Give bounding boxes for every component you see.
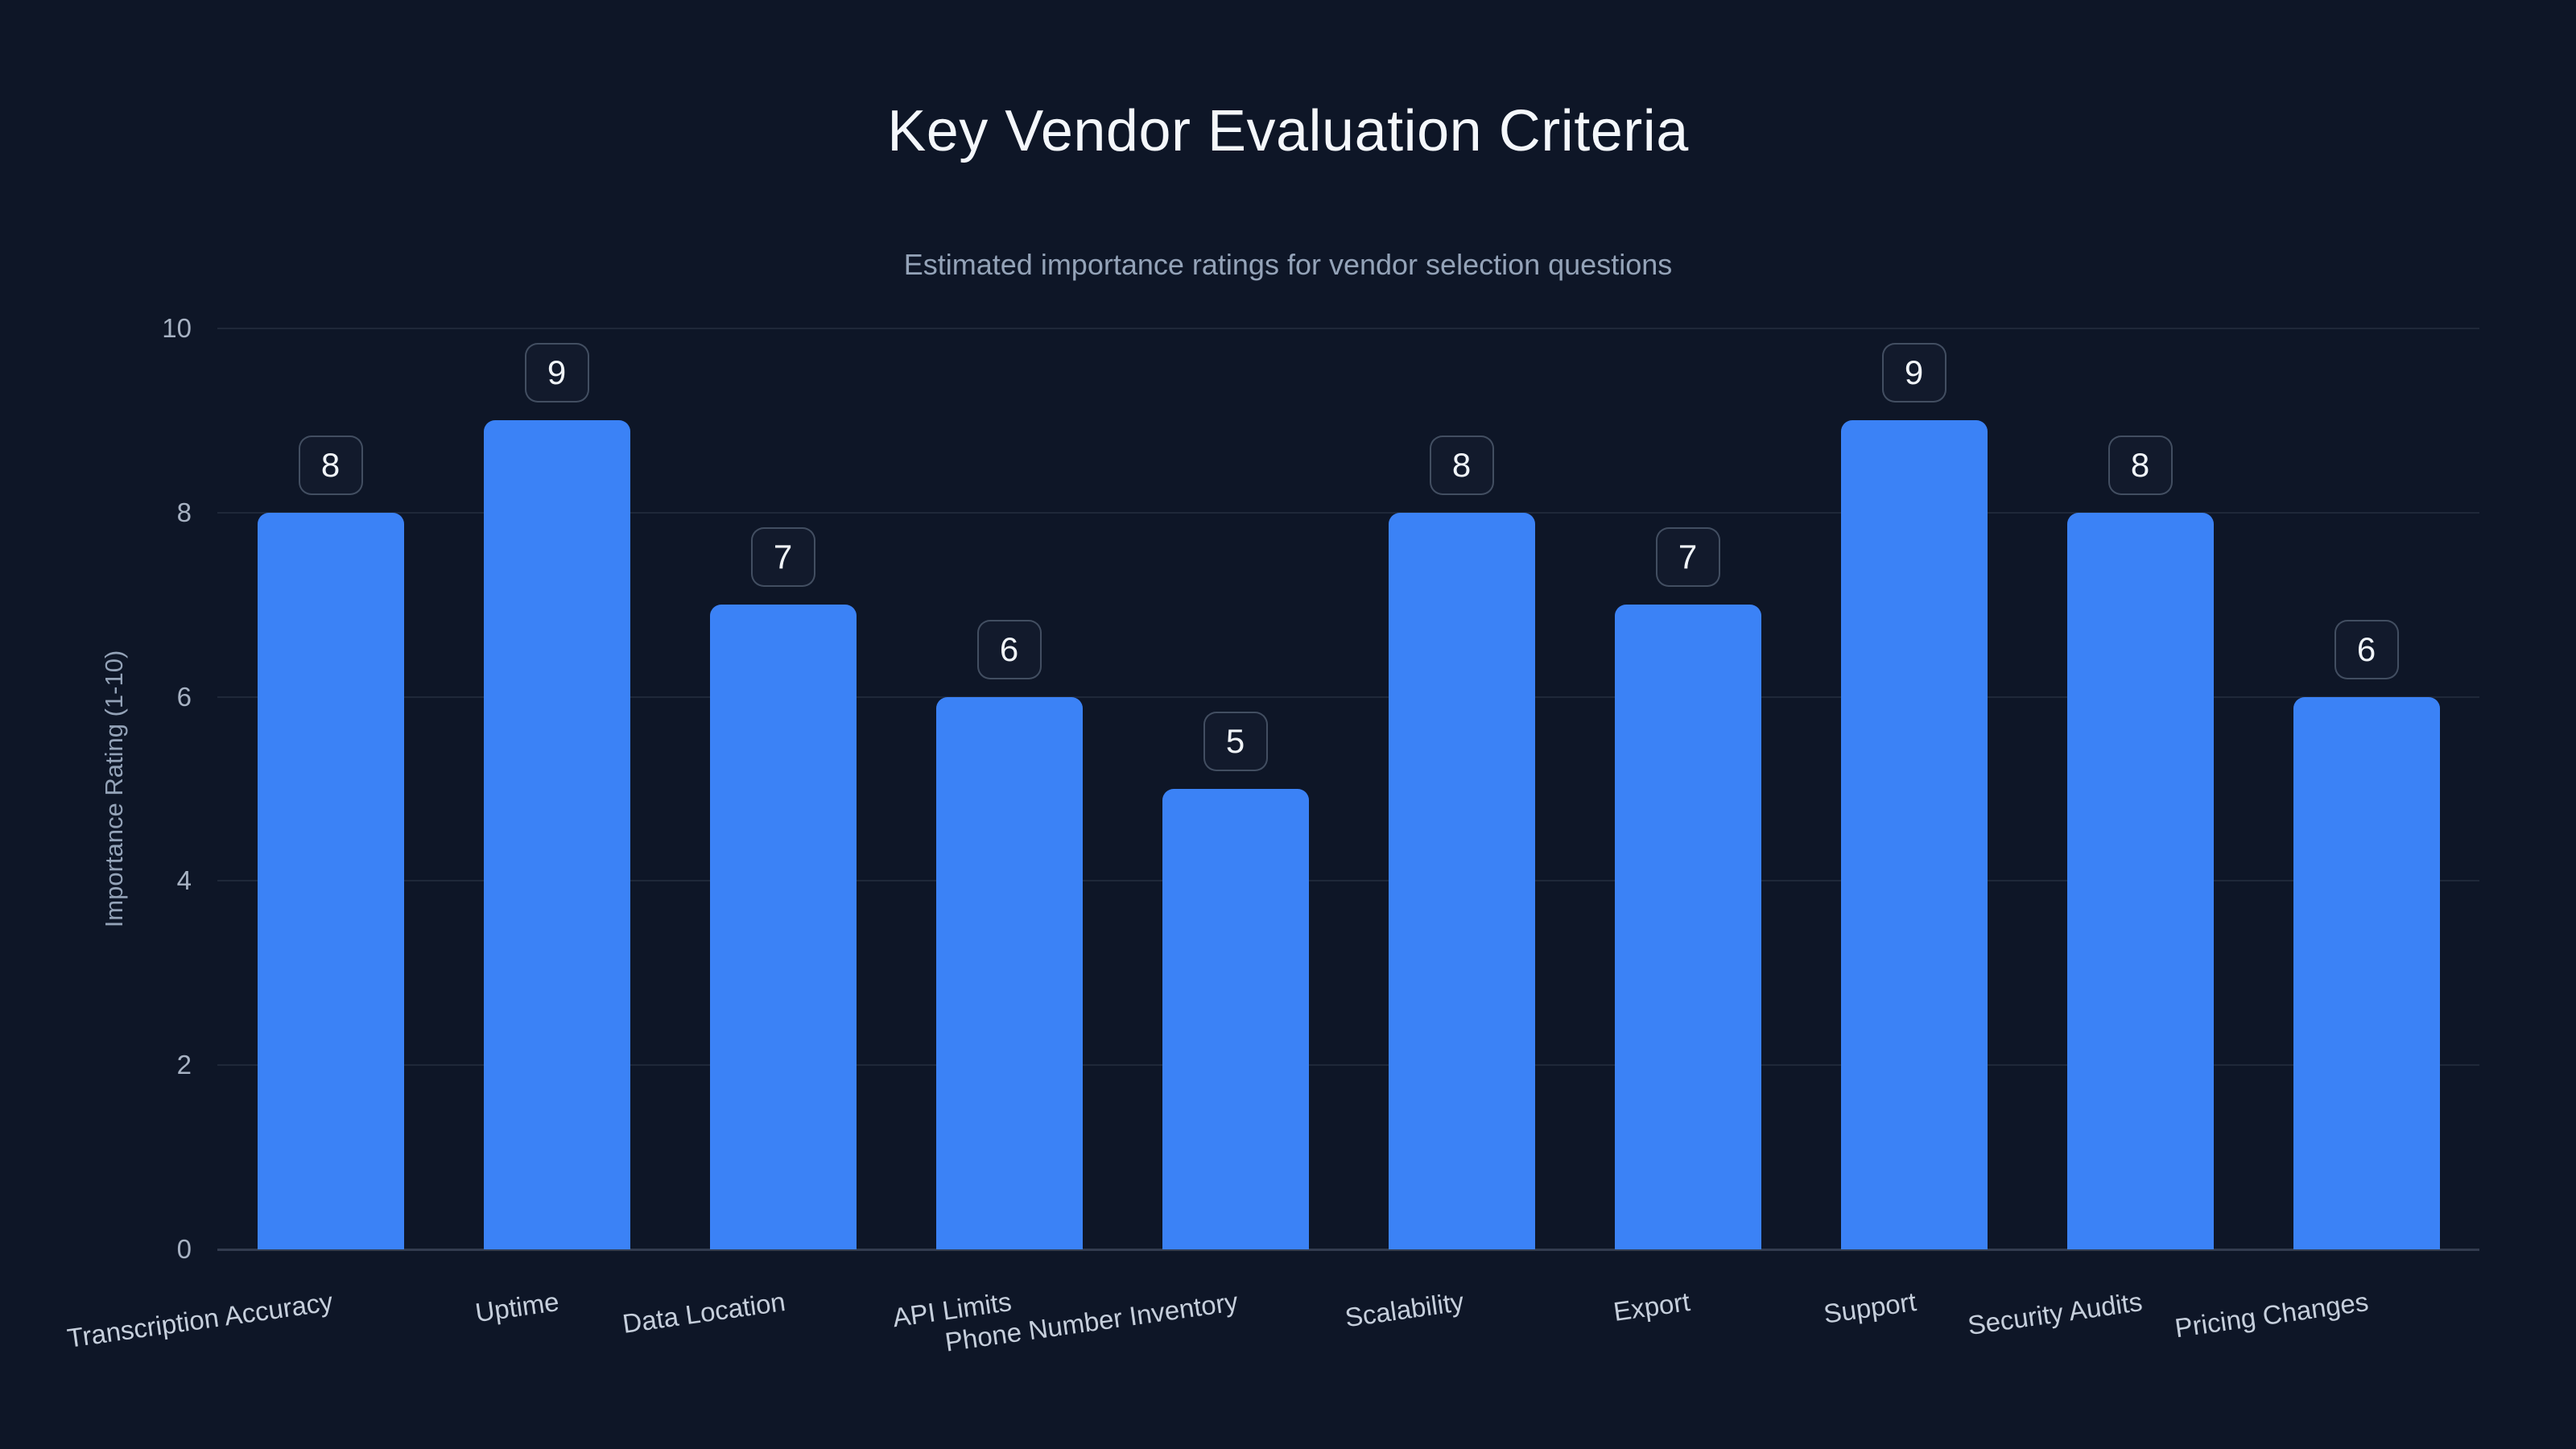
value-label-scalability: 8 [1429, 435, 1494, 495]
value-label-data-location: 7 [750, 527, 815, 588]
gridline-y4 [217, 880, 2479, 882]
value-label-uptime: 9 [524, 343, 589, 403]
gridline-y8 [217, 511, 2479, 514]
value-label-export: 7 [1655, 527, 1720, 588]
x-axis-label-uptime: Uptime [473, 1286, 561, 1328]
value-label-transcription-accuracy: 8 [298, 435, 363, 495]
x-axis-label-security-audits: Security Audits [1966, 1286, 2145, 1341]
bar-phone-number-inventory[interactable] [1162, 789, 1309, 1249]
chart-subtitle: Estimated importance ratings for vendor … [903, 248, 1673, 281]
bar-support[interactable] [1840, 420, 1988, 1249]
bar-api-limits[interactable] [935, 696, 1083, 1249]
bar-pricing-changes[interactable] [2293, 696, 2440, 1249]
bar-transcription-accuracy[interactable] [257, 512, 404, 1249]
chart-title: Key Vendor Evaluation Criteria [887, 99, 1689, 163]
x-axis-label-export: Export [1612, 1286, 1692, 1327]
gridline-y6 [217, 696, 2479, 698]
x-axis-label-support: Support [1822, 1286, 1918, 1329]
value-label-pricing-changes: 6 [2334, 619, 2399, 679]
bar-security-audits[interactable] [2066, 512, 2214, 1249]
bar-uptime[interactable] [483, 420, 630, 1249]
y-tick-label-8: 8 [176, 497, 192, 527]
bar-export[interactable] [1614, 605, 1761, 1249]
value-label-api-limits: 6 [976, 619, 1042, 679]
y-tick-label-4: 4 [176, 865, 192, 896]
value-label-support: 9 [1881, 343, 1946, 403]
x-axis-label-scalability: Scalability [1343, 1286, 1466, 1333]
x-axis-label-transcription-accuracy: Transcription Accuracy [65, 1286, 335, 1353]
value-label-phone-number-inventory: 5 [1203, 712, 1268, 771]
bar-data-location[interactable] [709, 605, 857, 1249]
y-tick-label-6: 6 [176, 681, 192, 712]
x-axis-label-data-location: Data Location [620, 1286, 787, 1339]
value-label-security-audits: 8 [2107, 435, 2173, 495]
y-tick-label-10: 10 [162, 313, 192, 343]
gridline-y2 [217, 1064, 2479, 1067]
bar-scalability[interactable] [1388, 512, 1535, 1249]
plot-area: 8 9 7 6 5 8 7 9 8 6 [217, 328, 2479, 1251]
gridline-y0 [217, 1249, 2479, 1251]
y-tick-label-2: 2 [176, 1050, 192, 1080]
gridline-y10 [217, 328, 2479, 329]
y-tick-label-0: 0 [176, 1234, 192, 1264]
x-axis-label-pricing-changes: Pricing Changes [2173, 1286, 2371, 1344]
